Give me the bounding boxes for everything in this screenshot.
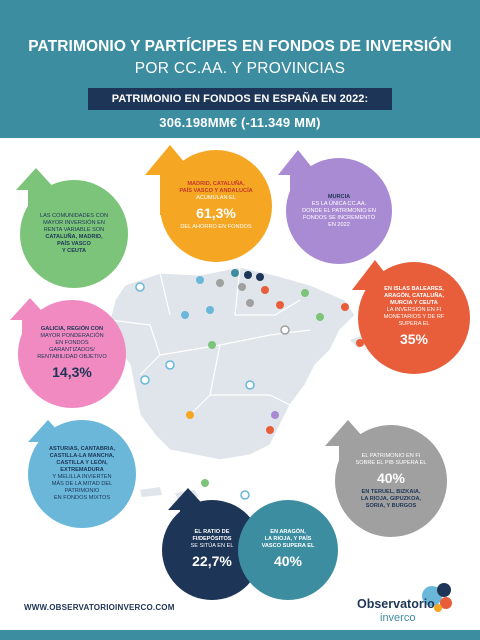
bubble-galicia-value: 14,3% — [52, 363, 92, 380]
logo-main-text: Observatorio — [357, 597, 435, 611]
bubble-aragon-value: 40% — [273, 552, 303, 569]
bubble-ratio-line3: SE SITÚA EN EL — [190, 542, 234, 549]
arrow-purple — [278, 150, 318, 200]
bubble-comunidades-line2: MAYOR INVERSIÓN EN — [43, 220, 105, 226]
bubble-murcia-line3: DONDE EL PATRIMONIO EN — [302, 207, 376, 214]
bubble-baleares: EN ISLAS BALEARES, ARAGÓN, CATALUÑA, MUR… — [358, 262, 470, 374]
bubble-murcia-line2: ES LA ÚNICA CC.AA. — [311, 200, 367, 207]
arrow-green — [16, 168, 56, 208]
bubble-pib-line4: LA RIOJA, GIPUZKOA, — [360, 495, 422, 502]
bubble-asturias-line5: Y MELILLA INVIERTEN — [52, 474, 112, 480]
logo-sub-text: inverco — [380, 612, 416, 624]
total-value: 306.198MM€ (-11.349 MM) — [159, 115, 321, 130]
bubble-asturias-line6: MÁS DE LA MITAD DEL — [51, 481, 113, 487]
bubble-baleares-line2: ARAGÓN, CATALUÑA, — [384, 293, 444, 299]
bubble-comunidades: LAS COMUNIDADES CON MAYOR INVERSIÓN EN R… — [20, 180, 128, 288]
page-subtitle: POR CC.AA. Y PROVINCIAS — [134, 60, 346, 77]
bubble-comunidades-line6: Y CEUTA — [61, 248, 87, 254]
bubble-comunidades-line3: RENTA VARIABLE SON — [43, 227, 105, 233]
bubble-ratio-line1: EL RATIO DE — [194, 528, 230, 535]
bubble-pib-line3: EN TERUEL, BIZKAIA, — [361, 488, 421, 495]
bubble-asturias-line7: PATRIMONIO — [64, 488, 100, 494]
bubble-murcia-line5: EN 2022 — [328, 221, 350, 228]
bubble-madrid-line1: MADRID, CATALUÑA, — [187, 181, 245, 187]
bubble-galicia-line2: MAYOR PONDERACIÓN — [40, 332, 104, 339]
bubble-pib-line5: SORIA, Y BURGOS — [365, 502, 417, 509]
bubble-baleares-line5: MONETARIOS Y DE RF — [383, 314, 445, 320]
total-label-band: PATRIMONIO EN FONDOS EN ESPAÑA EN 2022: — [88, 88, 392, 110]
bubble-baleares-line4: LA INVERSIÓN EN FI — [386, 307, 442, 313]
bubble-madrid-line2: PAÍS VASCO Y ANDALUCÍA — [179, 188, 253, 194]
bubble-asturias: ASTURIAS, CANTABRIA, CASTILLA-LA MANCHA,… — [28, 420, 136, 528]
bubble-baleares-line1: EN ISLAS BALEARES, — [384, 286, 444, 292]
bubble-ratio-line2: FI/DEPÓSITOS — [192, 535, 232, 542]
footer-bar — [0, 630, 480, 640]
header-banner — [0, 0, 480, 138]
website-link[interactable]: WWW.OBSERVATORIOINVERCO.COM — [24, 603, 175, 612]
page-title: PATRIMONIO Y PARTÍCIPES EN FONDOS DE INV… — [28, 38, 452, 55]
bubble-galicia-line4: GARANTIZADOS/ — [49, 346, 95, 353]
bubble-asturias-line3: CASTILLA Y LEÓN, — [56, 460, 108, 466]
bubble-pib-line1: EL PATRIMONIO EN FI — [361, 452, 421, 459]
bubble-comunidades-line1: LAS COMUNIDADES CON — [39, 213, 109, 219]
bubble-galicia-line3: EN FONDOS — [55, 339, 89, 346]
bubble-murcia: MURCIA ES LA ÚNICA CC.AA. DONDE EL PATRI… — [286, 158, 392, 264]
bubble-aragon-line1: EN ARAGÓN, — [270, 528, 306, 535]
bubble-murcia-line4: FONDOS SE INCREMENTÓ — [302, 214, 376, 221]
bubble-baleares-line6: SUPERA EL — [398, 321, 430, 327]
bubble-aragon-line3: VASCO SUPERA EL — [261, 542, 315, 549]
bubble-aragon-line2: LA RIOJA, Y PAÍS — [264, 535, 312, 542]
bubble-ratio-value: 22,7% — [192, 552, 232, 569]
bubble-galicia: GALICIA, REGIÓN CON MAYOR PONDERACIÓN EN… — [18, 300, 126, 408]
bubble-pib: EL PATRIMONIO EN FI SOBRE EL PIB SUPERA … — [335, 425, 447, 537]
observatorio-logo-icon — [422, 583, 452, 612]
bubble-murcia-line1: MURCIA — [327, 193, 351, 200]
bubble-madrid: MADRID, CATALUÑA, PAÍS VASCO Y ANDALUCÍA… — [160, 150, 272, 262]
bubble-comunidades-line4: CATALUÑA, MADRID, — [45, 234, 103, 240]
bubble-asturias-line1: ASTURIAS, CANTABRIA, — [48, 446, 116, 452]
map-pins — [135, 269, 364, 500]
bubble-asturias-line8: EN FONDOS MIXTOS — [53, 495, 111, 501]
bubble-madrid-line4: DEL AHORRO EN FONDOS — [180, 224, 252, 230]
bubble-galicia-line1: GALICIA, REGIÓN CON — [40, 325, 104, 332]
bubble-aragon: EN ARAGÓN, LA RIOJA, Y PAÍS VASCO SUPERA… — [238, 500, 338, 600]
bubble-comunidades-line5: PAÍS VASCO — [57, 241, 91, 247]
bubble-madrid-line3: ACUMULAN EL — [196, 195, 236, 201]
bubble-galicia-line5: RENTABILIDAD OBJETIVO — [37, 353, 107, 360]
bubble-asturias-line2: CASTILLA-LA MANCHA, — [49, 453, 115, 459]
bubble-asturias-line4: EXTREMADURA — [60, 467, 104, 473]
bubble-madrid-value: 61,3% — [196, 205, 236, 221]
spain-map — [109, 266, 370, 500]
bubble-baleares-line3: MURCIA Y CEUTA — [390, 300, 438, 306]
bubble-baleares-value: 35% — [399, 331, 429, 347]
bubble-pib-line2: SOBRE EL PIB SUPERA EL — [355, 459, 427, 466]
bubble-pib-value: 40% — [376, 469, 406, 486]
